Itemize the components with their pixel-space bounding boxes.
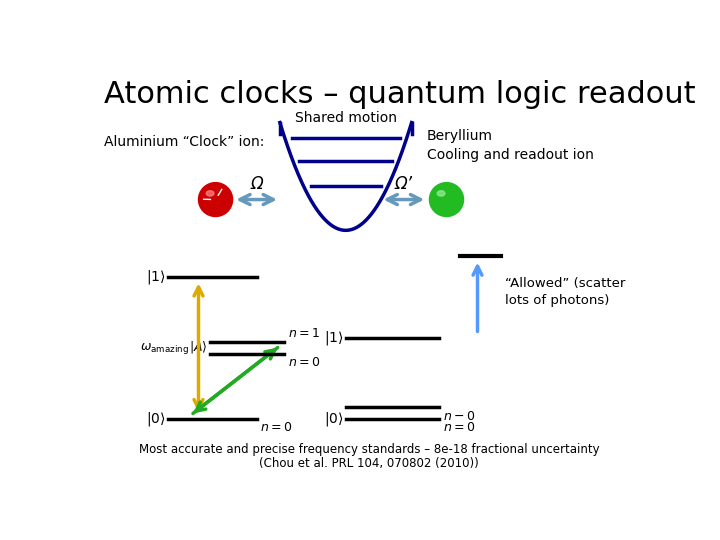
Ellipse shape [437, 191, 445, 196]
Text: $|A\rangle$: $|A\rangle$ [189, 339, 208, 355]
Text: $n=0$: $n=0$ [287, 356, 320, 369]
Ellipse shape [429, 183, 464, 217]
Text: $|1\rangle$: $|1\rangle$ [324, 329, 343, 347]
Ellipse shape [206, 191, 214, 196]
Text: Aluminium “Clock” ion:: Aluminium “Clock” ion: [104, 135, 264, 149]
Ellipse shape [199, 183, 233, 217]
Text: Ω’: Ω’ [395, 175, 413, 193]
Text: Shared motion: Shared motion [294, 111, 397, 125]
Text: Atomic clocks – quantum logic readout: Atomic clocks – quantum logic readout [104, 80, 696, 109]
Text: $\omega_{\rm amazing}$: $\omega_{\rm amazing}$ [140, 341, 189, 356]
Text: $n=1$: $n=1$ [287, 327, 320, 340]
Text: Most accurate and precise frequency standards – 8e-18 fractional uncertainty: Most accurate and precise frequency stan… [139, 443, 599, 456]
Text: Ω: Ω [251, 175, 263, 193]
Text: $n=0$: $n=0$ [261, 421, 293, 434]
Text: $|0\rangle$: $|0\rangle$ [324, 410, 343, 428]
Text: $n=0$: $n=0$ [443, 421, 475, 434]
Text: Beryllium
Cooling and readout ion: Beryllium Cooling and readout ion [427, 130, 594, 162]
Text: $|1\rangle$: $|1\rangle$ [145, 267, 165, 286]
Text: $|0\rangle$: $|0\rangle$ [145, 410, 165, 428]
Text: (Chou et al. PRL 104, 070802 (2010)): (Chou et al. PRL 104, 070802 (2010)) [259, 457, 479, 470]
Text: $n-0$: $n-0$ [443, 410, 475, 423]
Text: “Allowed” (scatter
lots of photons): “Allowed” (scatter lots of photons) [505, 277, 625, 307]
